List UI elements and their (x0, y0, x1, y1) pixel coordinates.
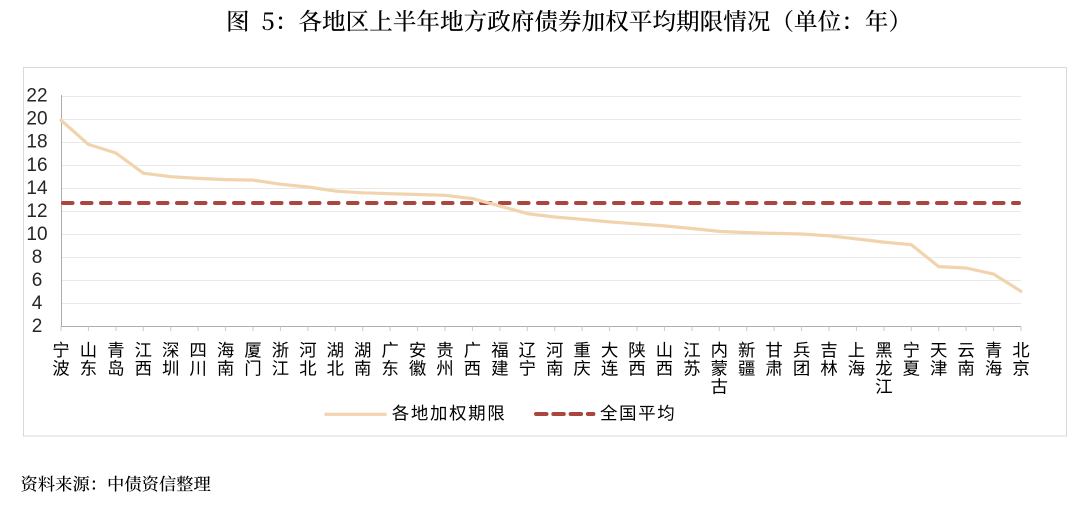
svg-text:12: 12 (26, 201, 47, 222)
svg-text:4: 4 (32, 293, 43, 314)
svg-text:6: 6 (32, 270, 43, 291)
svg-text:14: 14 (26, 178, 48, 199)
svg-text:2: 2 (32, 316, 43, 337)
svg-text:16: 16 (26, 155, 47, 176)
svg-text:8: 8 (32, 247, 43, 268)
svg-text:22: 22 (26, 86, 47, 107)
svg-text:10: 10 (26, 224, 47, 245)
svg-text:18: 18 (26, 132, 47, 153)
svg-text:20: 20 (26, 109, 47, 130)
